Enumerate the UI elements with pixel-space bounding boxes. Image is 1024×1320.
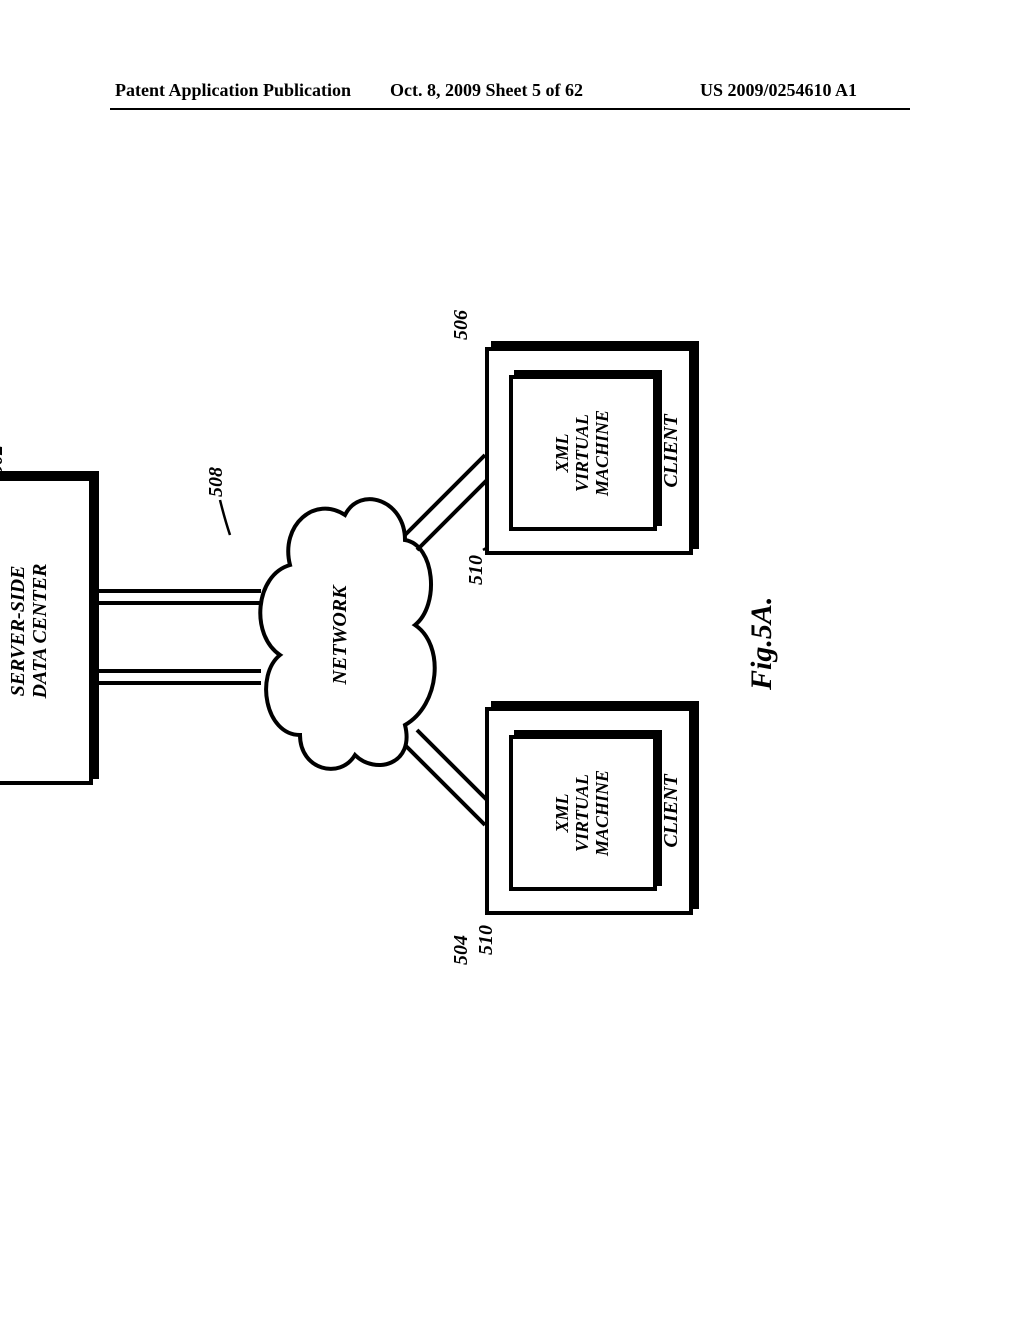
ref-510-right: 510 [465,555,488,585]
header-right: US 2009/0254610 A1 [700,80,857,101]
xvm-right-box: XML VIRTUAL MACHINE [509,375,657,531]
ref-510-left: 510 [475,925,498,955]
client-left-box: XML VIRTUAL MACHINE CLIENT [485,707,693,915]
client-right-label: CLIENT [660,351,683,551]
header-rule [110,108,910,110]
xvm-right-label: XML VIRTUAL MACHINE [553,410,612,496]
server-box: SERVER-SIDE DATA CENTER [0,477,93,785]
client-left-label: CLIENT [660,711,683,911]
conn-server-cloud-1 [93,669,261,685]
ref-506: 506 [450,310,473,340]
server-label: SERVER-SIDE DATA CENTER [7,563,51,698]
cloud-label: NETWORK [329,485,352,785]
network-diagram: SERVER-SIDE DATA CENTER NETWORK [0,355,835,915]
ref-508: 508 [205,467,228,497]
header-mid: Oct. 8, 2009 Sheet 5 of 62 [390,80,583,101]
cloud: NETWORK [245,485,445,785]
xvm-left-box: XML VIRTUAL MACHINE [509,735,657,891]
conn-server-cloud-2 [93,589,261,605]
client-right-box: XML VIRTUAL MACHINE CLIENT [485,347,693,555]
ref-504: 504 [450,935,473,965]
xvm-left-label: XML VIRTUAL MACHINE [553,770,612,856]
figure-label: Fig.5A. [745,597,779,690]
header-left: Patent Application Publication [115,80,351,101]
ref-502: 502 [0,445,8,475]
